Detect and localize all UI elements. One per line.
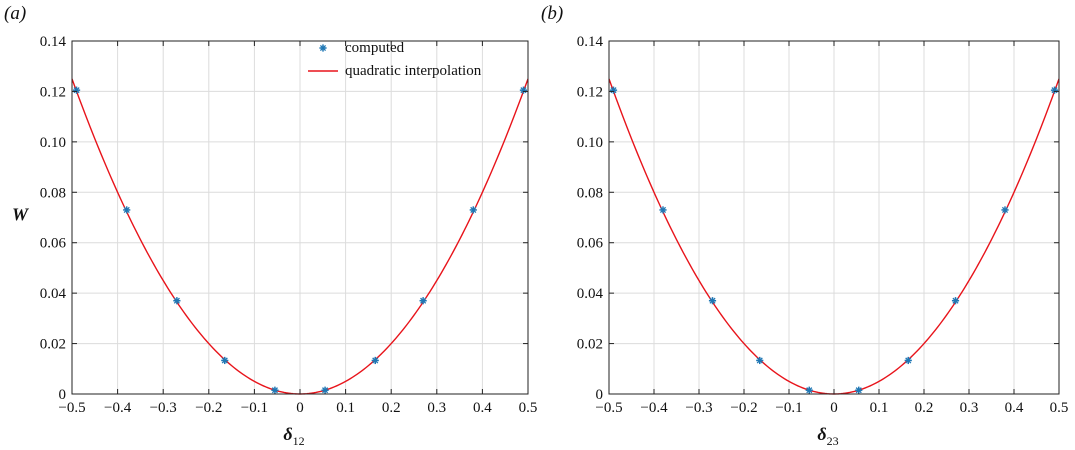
data-point-computed — [855, 386, 863, 394]
legend-label-quadratic-interpolation: quadratic interpolation — [345, 63, 482, 79]
x-tick-label: 0.2 — [915, 400, 934, 416]
x-tick-label: 0 — [296, 400, 304, 416]
x-tick-label: 0.1 — [870, 400, 889, 416]
data-point-computed — [519, 86, 528, 94]
y-tick-label: 0.08 — [577, 185, 603, 201]
x-tick-label: −0.1 — [241, 400, 268, 416]
y-tick-label: 0.14 — [577, 34, 604, 50]
y-tick-label: 0.02 — [577, 337, 603, 353]
data-point-computed — [659, 206, 667, 214]
chart-panel-b: −0.5 −0.4 −0.3 −0.2 −0.1 0 0.1 0.2 0.3 0.4 0.5 0 0.0… — [541, 3, 1068, 448]
data-point-computed — [805, 386, 813, 394]
data-point-computed — [72, 86, 81, 94]
y-tick-label: 0 — [596, 387, 604, 403]
y-tick-label: 0 — [59, 387, 67, 403]
x-tick-label: −0.3 — [685, 400, 712, 416]
y-tick-label: 0.06 — [40, 236, 67, 252]
x-tick-label: −0.2 — [730, 400, 757, 416]
y-tick-label: 0.10 — [40, 135, 66, 151]
x-tick-label: 0.1 — [336, 400, 355, 416]
data-point-computed — [419, 297, 427, 305]
x-tick-label: 0.5 — [1050, 400, 1069, 416]
panel-label: (a) — [4, 3, 26, 24]
x-tick-label: −0.2 — [195, 400, 222, 416]
x-tick-label: −0.4 — [104, 400, 132, 416]
y-axis-label: W — [12, 205, 30, 225]
data-point-computed — [371, 356, 379, 365]
y-tick-label: 0.12 — [577, 84, 603, 100]
data-point-computed — [173, 297, 181, 305]
x-tick-label: −0.1 — [775, 400, 802, 416]
data-point-computed — [904, 356, 912, 365]
data-point-computed — [756, 356, 764, 365]
data-point-computed — [221, 356, 229, 365]
x-tick-label: −0.5 — [58, 400, 85, 416]
x-tick-label: −0.4 — [640, 400, 668, 416]
data-point-computed — [271, 386, 279, 394]
data-point-computed — [321, 386, 329, 394]
x-tick-label: 0 — [830, 400, 838, 416]
y-tick-label: 0.06 — [577, 236, 604, 252]
data-point-computed — [1050, 86, 1059, 94]
y-tick-label: 0.14 — [40, 34, 67, 50]
y-tick-label: 0.02 — [40, 337, 66, 353]
data-point-computed — [708, 297, 717, 305]
data-point-computed — [609, 86, 618, 94]
x-tick-label: −0.3 — [150, 400, 177, 416]
x-tick-label: 0.2 — [382, 400, 401, 416]
chart-panel-a: −0.5 −0.4 −0.3 −0.2 −0.1 0 0.1 0.2 0.3 0.4 0.5 0 0.0… — [4, 3, 537, 448]
legend-marker-computed — [319, 44, 327, 52]
x-tick-label: 0.3 — [427, 400, 446, 416]
y-tick-label: 0.10 — [577, 135, 603, 151]
x-tick-label: 0.4 — [473, 400, 492, 416]
y-tick-label: 0.04 — [577, 286, 604, 302]
data-point-computed — [951, 297, 960, 305]
data-point-computed — [469, 206, 477, 214]
y-tick-label: 0.12 — [40, 84, 66, 100]
y-tick-label: 0.08 — [40, 185, 66, 201]
x-tick-label: 0.5 — [519, 400, 538, 416]
data-point-computed — [123, 206, 131, 214]
x-tick-label: 0.3 — [960, 400, 979, 416]
legend-label-computed: computed — [345, 40, 405, 56]
x-tick-label: 0.4 — [1005, 400, 1024, 416]
panel-label: (b) — [541, 3, 563, 24]
x-axis-label: δ12 — [283, 424, 304, 448]
legend: computed quadratic interpolation — [308, 40, 482, 79]
x-tick-label: −0.5 — [595, 400, 622, 416]
y-tick-label: 0.04 — [40, 286, 67, 302]
data-point-computed — [1001, 206, 1009, 214]
x-axis-label: δ23 — [817, 424, 838, 448]
